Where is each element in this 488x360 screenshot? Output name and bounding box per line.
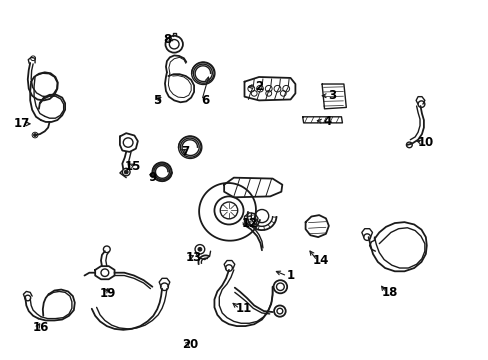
Text: 14: 14 <box>312 254 328 267</box>
Text: 13: 13 <box>185 251 202 264</box>
Text: 16: 16 <box>33 321 49 334</box>
Text: 20: 20 <box>182 338 198 351</box>
Text: 17: 17 <box>13 117 30 130</box>
Text: 3: 3 <box>327 89 335 102</box>
Text: 19: 19 <box>100 287 116 300</box>
Text: 8: 8 <box>163 33 171 46</box>
Text: 2: 2 <box>254 80 263 93</box>
Text: 10: 10 <box>417 136 433 149</box>
Text: 6: 6 <box>201 94 209 107</box>
Text: 15: 15 <box>124 161 141 174</box>
Text: 11: 11 <box>235 302 251 315</box>
Text: 1: 1 <box>286 270 294 283</box>
Text: 7: 7 <box>181 145 189 158</box>
Circle shape <box>198 247 202 251</box>
Circle shape <box>124 170 128 174</box>
Text: 18: 18 <box>381 286 397 299</box>
Text: 9: 9 <box>148 171 156 184</box>
Text: 4: 4 <box>323 115 331 128</box>
Text: 12: 12 <box>241 217 257 230</box>
Text: 5: 5 <box>153 94 161 107</box>
Circle shape <box>34 134 37 136</box>
